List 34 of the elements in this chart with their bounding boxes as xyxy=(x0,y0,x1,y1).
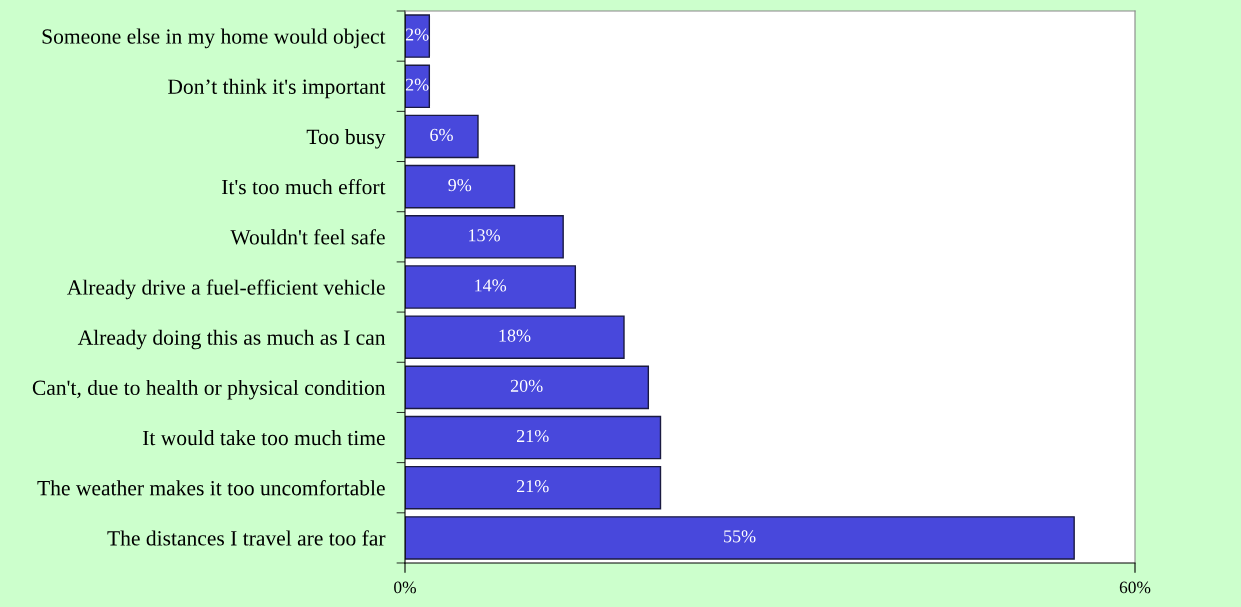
data-label: 21% xyxy=(517,429,549,443)
x-tick-label: 0% xyxy=(394,581,416,594)
y-tick-label: Someone else in my home would object xyxy=(42,28,386,49)
bar xyxy=(405,365,650,410)
data-label: 2% xyxy=(405,78,429,91)
bar xyxy=(405,465,662,510)
data-label: 13% xyxy=(469,229,501,242)
y-tick-label: Already doing this as much as I can xyxy=(77,329,386,350)
x-tick-label: 60% xyxy=(1119,581,1151,594)
data-label: 55% xyxy=(724,530,756,543)
data-label: 21% xyxy=(517,480,549,493)
y-tick-label: It would take too much time xyxy=(143,430,385,446)
y-tick-label: It's too much effort xyxy=(222,178,386,195)
bar xyxy=(405,265,577,309)
y-tick-label: Can't, due to health or physical condition xyxy=(32,379,386,400)
data-label: 18% xyxy=(499,329,531,342)
data-label: 20% xyxy=(510,379,543,392)
y-tick-label: The distances I travel are too far xyxy=(107,530,386,546)
data-label: 14% xyxy=(475,279,507,292)
y-tick-label: Already drive a fuel-efficient vehicle xyxy=(66,279,385,300)
y-tick-label: Too busy xyxy=(306,128,386,149)
y-tick-label: Wouldn't feel safe xyxy=(230,229,385,245)
bar xyxy=(405,516,1075,560)
data-label: 2% xyxy=(405,28,429,41)
data-label: 9% xyxy=(448,178,472,192)
bar xyxy=(405,164,516,209)
bar xyxy=(405,215,564,259)
data-label: 6% xyxy=(430,128,453,142)
bar xyxy=(405,415,662,460)
y-tick-label: Don’t think it's important xyxy=(168,78,386,99)
bar xyxy=(405,114,479,159)
bar xyxy=(405,315,625,359)
bar xyxy=(405,14,431,58)
y-tick-label: The weather makes it too uncomfortable xyxy=(37,480,385,496)
